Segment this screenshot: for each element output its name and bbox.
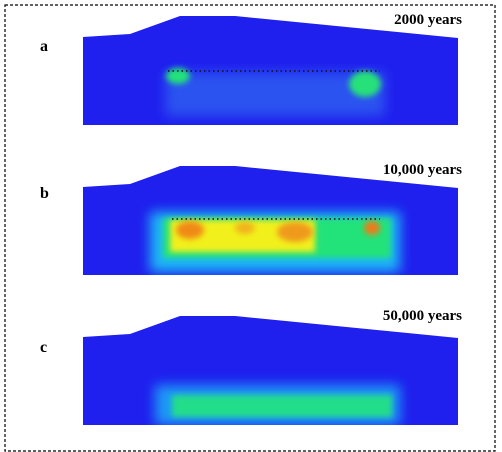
panel-c: c 50,000 years	[40, 308, 462, 425]
panel-label: b	[40, 185, 49, 202]
panel-label: a	[40, 38, 48, 55]
panel-caption: 10,000 years	[383, 162, 462, 178]
panel-a: a 2000 years	[40, 12, 462, 125]
frame	[4, 4, 496, 452]
panel-label: c	[40, 339, 47, 356]
panel-caption: 2000 years	[394, 12, 462, 28]
panel-b: b 10,000 years	[40, 162, 462, 275]
panel-caption: 50,000 years	[383, 308, 462, 324]
